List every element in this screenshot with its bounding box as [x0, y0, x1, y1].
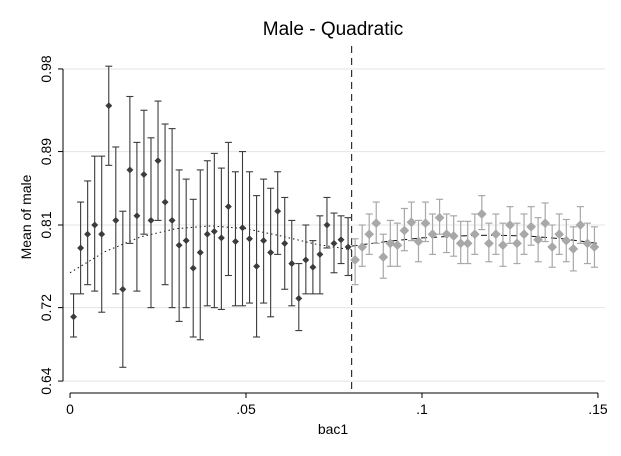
data-point-below: [309, 263, 317, 271]
y-tick-label: 0.98: [38, 55, 54, 82]
data-point-below: [344, 243, 352, 251]
data-point-below: [295, 294, 303, 302]
data-point-below: [302, 256, 310, 264]
y-tick-label: 0.64: [38, 367, 54, 394]
data-point-above: [371, 218, 382, 229]
data-point-above: [350, 254, 361, 265]
data-point-above: [526, 221, 537, 232]
data-point-below: [253, 262, 261, 270]
data-point-above: [476, 209, 487, 219]
data-point-below: [175, 241, 183, 249]
data-point-below: [337, 236, 345, 244]
data-point-above: [575, 220, 586, 230]
data-point-below: [245, 235, 254, 243]
data-point-below: [168, 216, 176, 224]
data-point-below: [224, 203, 232, 211]
data-point-below: [147, 216, 155, 224]
data-point-above: [505, 220, 515, 230]
x-tick-label: .1: [416, 401, 428, 417]
data-point-below: [217, 234, 225, 242]
data-point-below: [189, 264, 197, 272]
x-axis-title: bac1: [318, 421, 349, 437]
data-point-above: [554, 229, 565, 240]
data-point-below: [210, 227, 218, 235]
data-point-below: [133, 212, 141, 220]
data-point-above: [533, 234, 544, 245]
data-point-above: [413, 236, 424, 247]
data-point-above: [357, 242, 368, 252]
data-point-below: [203, 230, 211, 238]
data-point-above: [378, 252, 389, 263]
data-point-below: [316, 250, 324, 258]
data-point-below: [119, 285, 127, 293]
x-tick-label: .05: [236, 401, 256, 417]
data-point-above: [568, 243, 579, 254]
data-point-below: [105, 102, 113, 110]
data-point-below: [126, 166, 134, 174]
data-point-above: [392, 240, 403, 251]
data-point-above: [589, 242, 600, 252]
data-point-below: [77, 244, 85, 252]
data-point-below: [288, 260, 296, 268]
data-point-below: [84, 230, 92, 238]
data-point-above: [512, 238, 522, 249]
data-point-above: [462, 238, 473, 249]
data-points: [70, 102, 600, 321]
y-tick-label: 0.72: [38, 294, 54, 321]
data-point-above: [469, 229, 480, 240]
data-point-above: [497, 240, 508, 251]
data-point-above: [441, 229, 452, 240]
data-point-below: [260, 237, 268, 245]
fit-line-below: [69, 225, 352, 274]
data-point-above: [448, 231, 459, 241]
data-point-above: [547, 242, 558, 252]
chart-title: Male - Quadratic: [263, 19, 403, 40]
data-point-below: [231, 237, 240, 246]
data-point-below: [267, 248, 275, 257]
data-point-below: [274, 207, 282, 215]
data-point-above: [427, 229, 438, 240]
data-point-above: [483, 238, 494, 249]
data-point-below: [182, 237, 190, 245]
data-point-above: [582, 238, 593, 249]
data-point-below: [70, 313, 78, 321]
data-point-below: [238, 224, 247, 232]
data-point-below: [98, 230, 106, 238]
data-point-below: [140, 170, 148, 179]
data-point-below: [161, 198, 169, 206]
data-point-above: [490, 229, 501, 240]
data-point-above: [364, 229, 375, 240]
data-point-above: [540, 218, 551, 229]
data-point-above: [385, 238, 396, 249]
data-point-above: [434, 212, 445, 223]
data-point-below: [91, 221, 99, 229]
data-point-above: [406, 217, 417, 228]
data-point-above: [561, 235, 572, 246]
data-point-below: [112, 216, 120, 224]
data-point-below: [323, 221, 331, 229]
data-point-below: [196, 248, 204, 257]
data-point-above: [519, 229, 530, 240]
error-bars: [70, 65, 598, 368]
y-axis-title: Mean of male: [18, 174, 34, 259]
data-point-below: [281, 239, 289, 247]
data-point-above: [420, 218, 431, 229]
y-tick-label: 0.89: [38, 138, 54, 165]
data-point-above: [399, 225, 410, 236]
y-tick-label: 0.81: [38, 211, 54, 238]
x-tick-label: .15: [588, 401, 608, 417]
data-point-below: [330, 239, 338, 247]
axes: 0.64 0.72 0.81 0.89 0.98 0 .05 .1 .15: [38, 55, 608, 417]
data-point-above: [455, 238, 466, 249]
data-point-below: [154, 157, 162, 165]
x-tick-label: 0: [66, 401, 74, 417]
